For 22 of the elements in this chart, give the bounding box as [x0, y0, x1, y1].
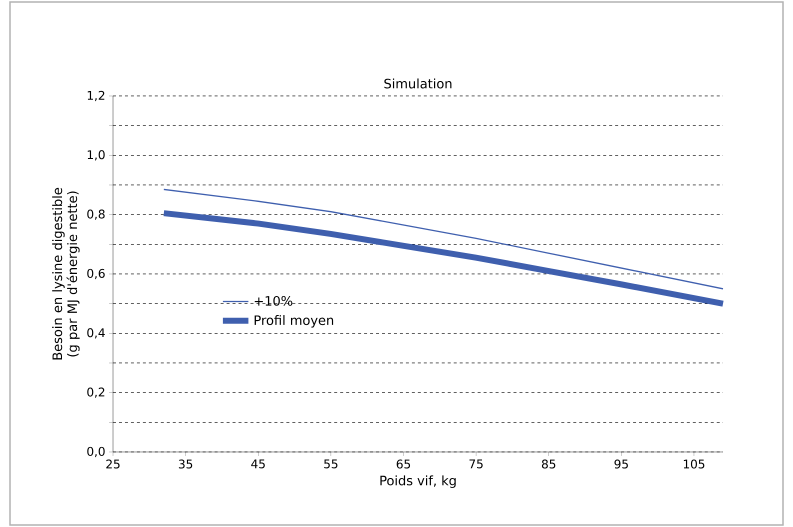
y-axis-title: Besoin en lysine digestible (g par MJ d'énergie nette) — [52, 188, 80, 360]
legend-label: +10% — [254, 296, 292, 306]
y-tick-label: 0,2 — [87, 388, 104, 398]
x-tick-label: 25 — [106, 460, 120, 469]
y-tick-label: 0,6 — [87, 268, 105, 280]
y-tick-label: 1,2 — [88, 90, 104, 102]
y-tick-label: 0,8 — [87, 210, 105, 220]
x-tick-label: 85 — [542, 460, 556, 469]
x-tick-label: 105 — [684, 460, 704, 469]
x-tick-label: 75 — [469, 460, 483, 468]
chart-title: Simulation — [384, 78, 452, 88]
x-tick-label: 65 — [396, 460, 410, 469]
x-axis-title: Poids vif, kg — [380, 475, 456, 488]
y-tick-label: 0,4 — [87, 328, 105, 338]
x-tick-label: 95 — [614, 460, 628, 469]
x-tick-label: 55 — [324, 460, 338, 468]
legend-label: Profil moyen — [254, 315, 334, 328]
x-tick-label: 35 — [178, 460, 192, 469]
y-tick-label: 0,0 — [87, 446, 105, 458]
x-tick-label: 45 — [251, 460, 265, 468]
line-series — [163, 188, 724, 290]
y-tick-label: 1,0 — [88, 150, 105, 160]
